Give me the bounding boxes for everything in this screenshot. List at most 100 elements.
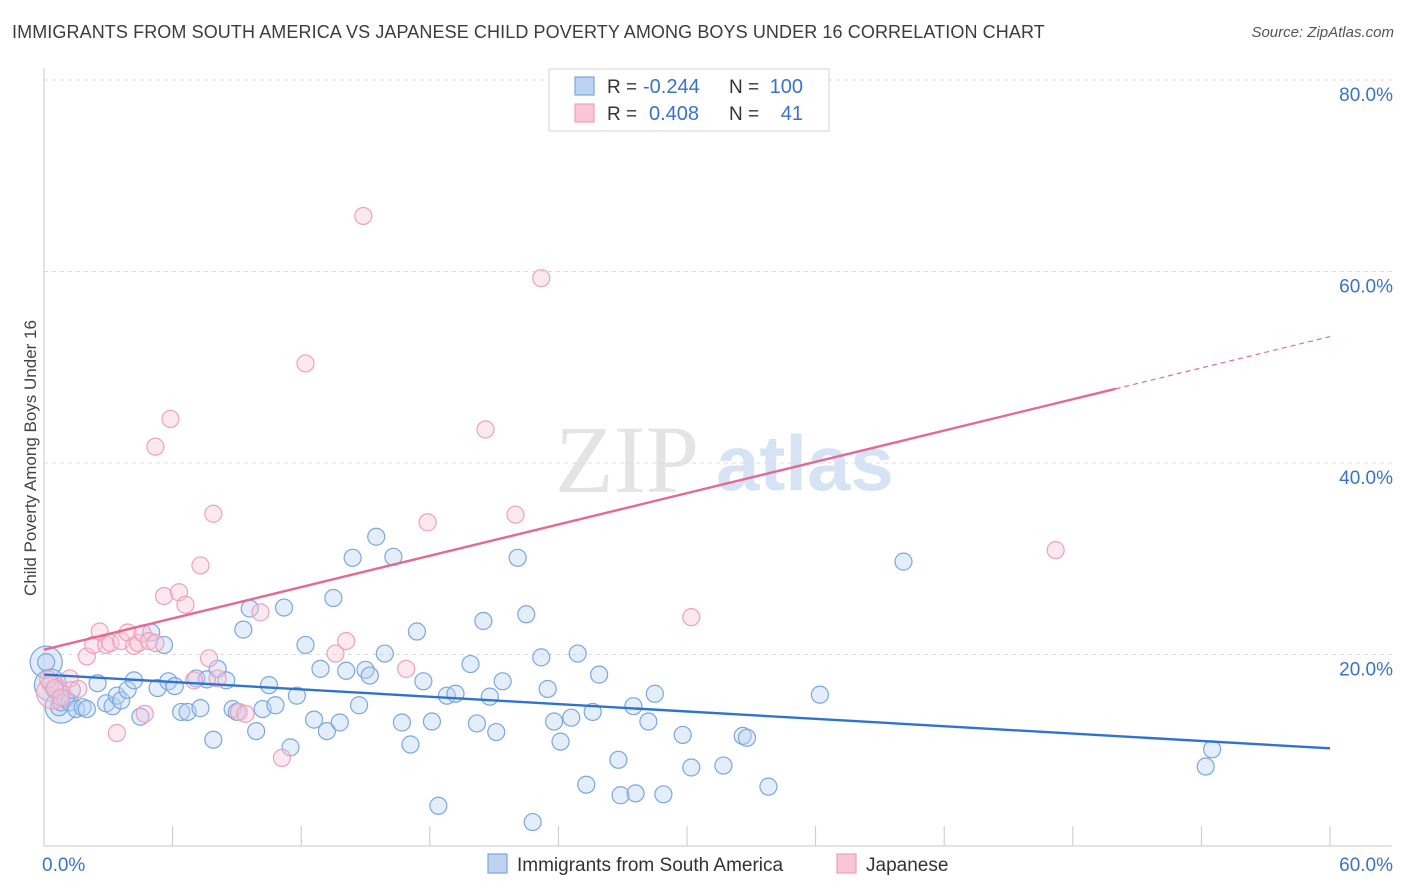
scatter-point (176, 595, 195, 614)
scatter-point (251, 603, 270, 622)
scatter-point (682, 608, 701, 627)
scatter-point (146, 633, 165, 653)
scatter-point (401, 735, 420, 754)
scatter-point (296, 354, 315, 373)
scatter-point (77, 647, 96, 666)
bottom-legend-swatch-pink (836, 853, 857, 874)
scatter-point (135, 704, 154, 723)
scatter-point (296, 635, 315, 655)
legend-r-label-pink: R = (607, 104, 637, 125)
scatter-point (324, 588, 343, 608)
scatter-point (274, 598, 294, 617)
scatter-point (583, 702, 602, 722)
scatter-point (759, 777, 778, 796)
scatter-point (118, 680, 137, 700)
source-label: Source: ZipAtlas.com (1251, 24, 1394, 41)
scatter-point (311, 659, 330, 678)
scatter-point (538, 679, 557, 699)
scatter-point (397, 659, 416, 678)
scatter-point (532, 648, 551, 667)
scatter-point (229, 702, 249, 722)
scatter-point (577, 775, 596, 794)
scatter-point (429, 796, 448, 815)
scatter-point (161, 409, 180, 429)
legend-n-label-pink: N = (729, 104, 759, 125)
scatter-point (52, 688, 71, 707)
bottom-legend-label-blue: Immigrants from South America (517, 855, 784, 876)
scatter-point (737, 728, 757, 747)
scatter-point (467, 714, 487, 733)
scatter-point (810, 685, 829, 704)
x-tick-labels: 0.0% 60.0% (42, 855, 1393, 876)
trend-lines (43, 336, 1331, 750)
legend-n-value-blue: 100 (770, 76, 803, 98)
scatter-point (562, 708, 581, 727)
scatter-point (545, 712, 564, 731)
legend-r-label-blue: R = (607, 77, 637, 98)
scatter-point (568, 644, 587, 663)
legend-swatch-blue (574, 76, 595, 96)
series-japanese-points (35, 206, 1065, 768)
y-tick-labels: 20.0% 40.0% 60.0% 80.0% (1339, 85, 1393, 681)
legend-swatch-pink (574, 103, 595, 123)
scatter-point (112, 691, 131, 710)
scatter-point (287, 686, 307, 705)
scatter-point (609, 750, 628, 769)
scatter-point (259, 676, 279, 695)
bottom-legend: Immigrants from South America Japanese (487, 853, 948, 876)
scatter-point (508, 548, 527, 567)
scatter-point (673, 725, 692, 745)
grid-lines (44, 79, 1392, 655)
scatter-point (67, 699, 86, 719)
scatter-point (626, 784, 645, 803)
immigrants-trend-line (43, 673, 1331, 750)
bottom-legend-swatch-blue (487, 853, 508, 874)
scatter-point (523, 812, 542, 832)
scatter-point (418, 513, 437, 532)
scatter-point (349, 696, 369, 715)
scatter-point (654, 785, 673, 804)
scatter-point (422, 712, 442, 731)
scatter-point (639, 712, 658, 731)
scatter-point (191, 699, 210, 718)
bottom-legend-label-pink: Japanese (866, 855, 948, 876)
scatter-point (172, 702, 191, 722)
scatter-point (624, 697, 643, 716)
y-tick-label: 80.0% (1339, 85, 1393, 106)
scatter-point (392, 713, 412, 732)
scatter-point (532, 269, 551, 288)
scatter-point (476, 420, 495, 439)
scatter-point (487, 722, 506, 742)
scatter-point (272, 748, 292, 768)
scatter-point (1203, 740, 1222, 759)
scatter-point (326, 644, 345, 663)
scatter-point (317, 721, 337, 741)
scatter-point (590, 665, 609, 684)
scatter-point (37, 653, 56, 672)
scatter-point (1196, 757, 1215, 776)
scatter-point (236, 704, 255, 723)
y-axis-label: Child Poverty Among Boys Under 16 (21, 320, 40, 596)
scatter-point (337, 631, 356, 651)
x-tick-label-max: 60.0% (1339, 855, 1393, 876)
scatter-point (551, 732, 570, 751)
scatter-point (139, 631, 159, 651)
japanese-trend-line (43, 387, 1116, 651)
legend-box: R = -0.244 N = 100 R = 0.408 N = 41 (548, 68, 830, 132)
scatter-point (517, 605, 536, 624)
scatter-point (474, 611, 493, 631)
legend-r-value-blue: -0.244 (643, 76, 700, 98)
scatter-point (461, 654, 480, 674)
scatter-point (645, 684, 664, 703)
scatter-point (234, 620, 253, 639)
scatter-point (682, 758, 701, 777)
scatter-point (367, 527, 386, 546)
scatter-point (184, 671, 204, 690)
legend-n-value-pink: 41 (781, 103, 803, 125)
scatter-point (330, 713, 349, 732)
scatter-point (69, 679, 88, 699)
scatter-point (354, 206, 373, 226)
scatter-point (894, 552, 913, 571)
scatter-point (480, 687, 499, 706)
scatter-point (204, 730, 223, 749)
